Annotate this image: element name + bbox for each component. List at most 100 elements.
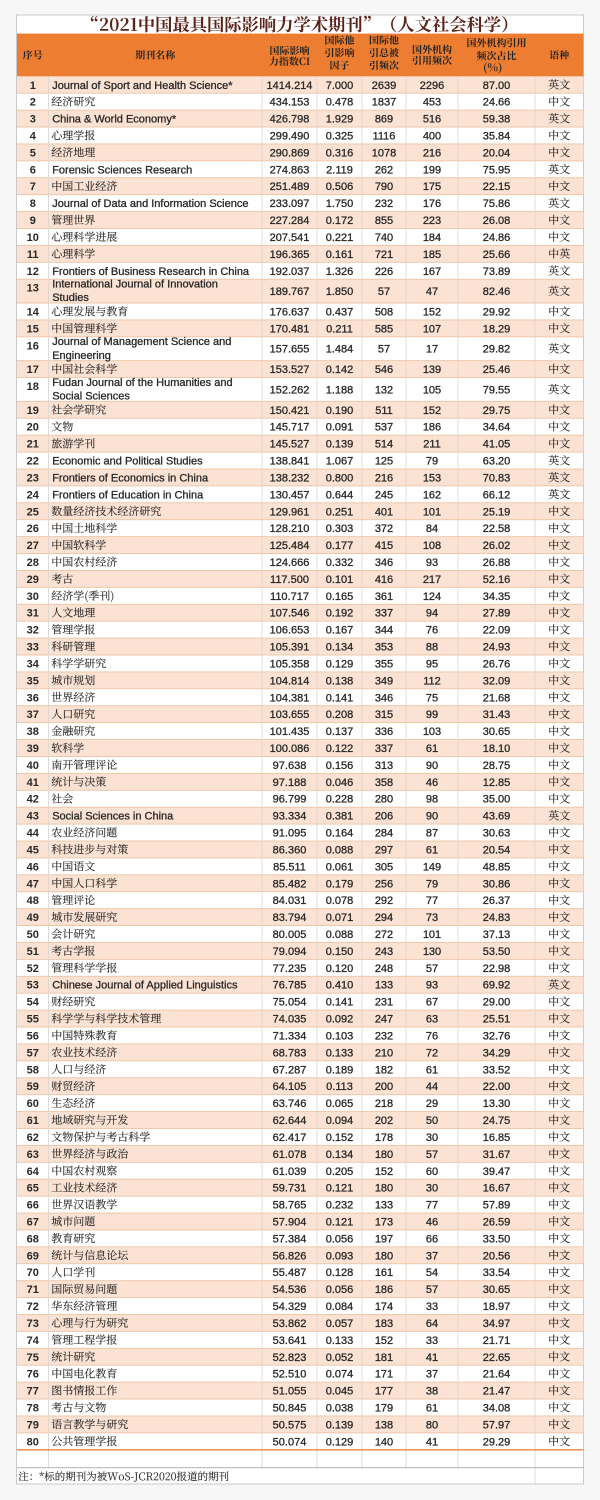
- svg-text:71: 71: [27, 1284, 39, 1296]
- svg-text:52.823: 52.823: [273, 1352, 307, 1364]
- svg-text:27: 27: [27, 540, 39, 552]
- svg-text:International Journal of Innov: International Journal of Innovation: [52, 279, 218, 291]
- svg-text:16: 16: [27, 340, 39, 352]
- svg-text:Social Sciences in China: Social Sciences in China: [52, 811, 174, 823]
- svg-text:93.334: 93.334: [273, 811, 307, 823]
- svg-text:546: 546: [375, 364, 393, 376]
- svg-text:740: 740: [375, 232, 393, 244]
- svg-text:47: 47: [27, 878, 39, 890]
- svg-text:305: 305: [375, 861, 393, 873]
- svg-text:26.88: 26.88: [483, 557, 511, 569]
- svg-text:22.65: 22.65: [483, 1352, 511, 1364]
- svg-text:0.074: 0.074: [326, 1369, 354, 1381]
- svg-text:75.86: 75.86: [483, 198, 511, 210]
- svg-text:42: 42: [27, 794, 39, 806]
- svg-text:262: 262: [375, 164, 393, 176]
- svg-text:72: 72: [27, 1301, 39, 1313]
- svg-text:26.37: 26.37: [483, 895, 511, 907]
- svg-text:18.29: 18.29: [483, 323, 511, 335]
- svg-text:59: 59: [27, 1081, 39, 1093]
- svg-text:216: 216: [375, 472, 393, 484]
- svg-text:251.489: 251.489: [270, 181, 310, 193]
- svg-text:180: 180: [375, 1250, 393, 1262]
- svg-text:57: 57: [378, 286, 390, 298]
- svg-text:79: 79: [426, 878, 438, 890]
- svg-text:74: 74: [27, 1335, 40, 1347]
- svg-text:1: 1: [30, 80, 36, 92]
- svg-text:400: 400: [423, 130, 441, 142]
- svg-text:0.078: 0.078: [326, 895, 354, 907]
- svg-text:453: 453: [423, 97, 441, 109]
- svg-text:57: 57: [27, 1047, 39, 1059]
- svg-text:101: 101: [423, 929, 441, 941]
- svg-text:0.303: 0.303: [326, 523, 354, 535]
- svg-text:0.088: 0.088: [326, 929, 354, 941]
- svg-text:37: 37: [27, 709, 39, 721]
- svg-text:34.35: 34.35: [483, 591, 511, 603]
- svg-text:64: 64: [426, 1318, 438, 1330]
- svg-text:1414.214: 1414.214: [267, 80, 313, 92]
- svg-text:150.421: 150.421: [270, 405, 310, 417]
- svg-text:21.47: 21.47: [483, 1386, 511, 1398]
- svg-text:130.457: 130.457: [270, 489, 310, 501]
- svg-text:69: 69: [27, 1250, 39, 1262]
- svg-text:14: 14: [27, 306, 40, 318]
- svg-text:0.091: 0.091: [326, 422, 354, 434]
- svg-text:97.188: 97.188: [273, 777, 307, 789]
- svg-text:211: 211: [423, 439, 441, 451]
- svg-text:0.134: 0.134: [326, 1149, 354, 1161]
- svg-text:25.46: 25.46: [483, 364, 511, 376]
- svg-text:29.82: 29.82: [483, 344, 511, 356]
- svg-text:0.071: 0.071: [326, 912, 354, 924]
- svg-text:130: 130: [423, 946, 441, 958]
- svg-text:41: 41: [426, 1436, 438, 1448]
- svg-text:105.391: 105.391: [270, 642, 310, 654]
- svg-text:157.655: 157.655: [270, 344, 310, 356]
- svg-text:24.66: 24.66: [483, 97, 511, 109]
- svg-text:182: 182: [375, 1064, 393, 1076]
- svg-text:57: 57: [426, 1284, 438, 1296]
- svg-text:0.165: 0.165: [326, 591, 354, 603]
- svg-text:86.360: 86.360: [273, 844, 307, 856]
- svg-text:73: 73: [27, 1318, 39, 1330]
- svg-text:30: 30: [426, 1132, 438, 1144]
- svg-text:0.179: 0.179: [326, 878, 354, 890]
- svg-text:233.097: 233.097: [270, 198, 310, 210]
- svg-text:32.09: 32.09: [483, 675, 511, 687]
- svg-text:231: 231: [375, 997, 393, 1009]
- svg-text:162: 162: [423, 489, 441, 501]
- svg-text:39: 39: [27, 743, 39, 755]
- svg-text:30: 30: [426, 1183, 438, 1195]
- svg-text:186: 186: [375, 1284, 393, 1296]
- svg-text:0.381: 0.381: [326, 811, 354, 823]
- svg-text:133: 133: [375, 980, 393, 992]
- svg-text:60: 60: [27, 1098, 39, 1110]
- svg-text:26: 26: [27, 523, 39, 535]
- svg-text:77.235: 77.235: [273, 963, 307, 975]
- svg-text:71.334: 71.334: [273, 1030, 307, 1042]
- svg-text:0.167: 0.167: [326, 625, 354, 637]
- svg-text:12: 12: [27, 266, 39, 278]
- svg-text:0.052: 0.052: [326, 1352, 354, 1364]
- svg-text:176.637: 176.637: [270, 306, 310, 318]
- svg-text:61.078: 61.078: [273, 1149, 307, 1161]
- svg-text:49: 49: [27, 912, 39, 924]
- svg-text:0.177: 0.177: [326, 540, 354, 552]
- svg-text:0.134: 0.134: [326, 642, 354, 654]
- svg-text:34: 34: [27, 658, 40, 670]
- svg-text:349: 349: [375, 675, 393, 687]
- svg-text:125: 125: [375, 456, 393, 468]
- svg-text:64: 64: [27, 1166, 40, 1178]
- svg-text:29.75: 29.75: [483, 405, 511, 417]
- svg-text:2296: 2296: [420, 80, 444, 92]
- svg-text:65: 65: [27, 1183, 39, 1195]
- svg-text:256: 256: [375, 878, 393, 890]
- svg-text:227.284: 227.284: [270, 215, 310, 227]
- svg-text:178: 178: [375, 1132, 393, 1144]
- svg-text:0.161: 0.161: [326, 249, 354, 261]
- svg-text:52: 52: [27, 963, 39, 975]
- svg-text:33.50: 33.50: [483, 1233, 511, 1245]
- svg-text:415: 415: [375, 540, 393, 552]
- svg-text:55: 55: [27, 1014, 39, 1026]
- svg-text:372: 372: [375, 523, 393, 535]
